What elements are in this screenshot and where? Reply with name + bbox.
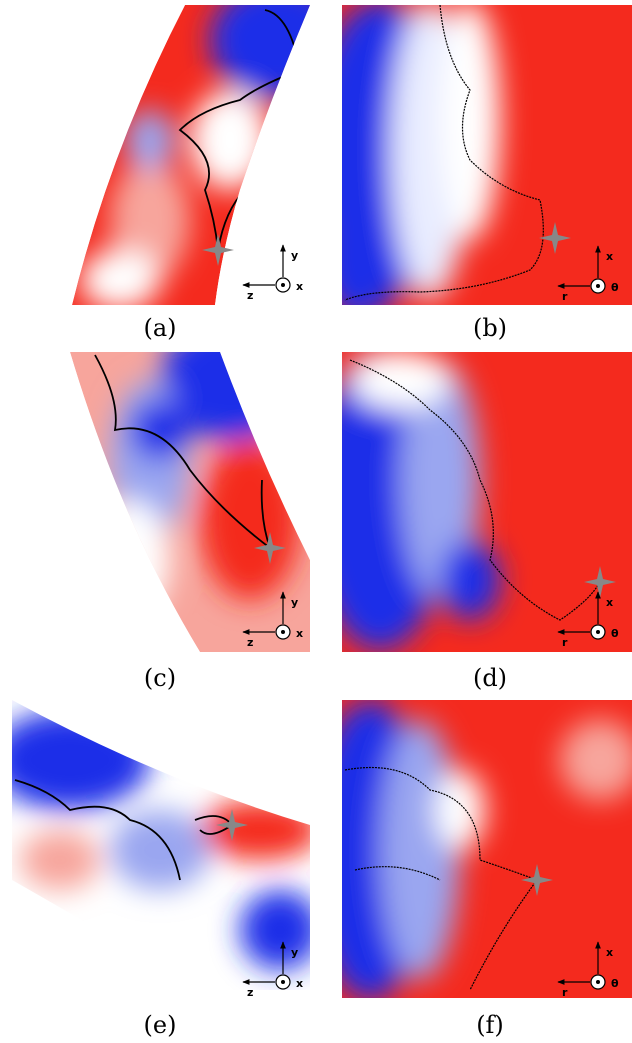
blob [440,540,500,620]
contour [94,354,272,551]
axis-out-dot [281,980,285,984]
field-image [12,700,310,990]
axis-label: y [291,596,298,609]
axis-out-dot [596,980,600,984]
blobs [342,5,500,305]
blob [342,200,400,305]
axis-out-dot [596,630,600,634]
contour [344,766,538,991]
blob [350,352,450,410]
field-image [72,5,310,305]
field-image [70,352,310,652]
field-image [342,700,632,998]
blob [20,830,100,890]
axis-label: z [247,986,253,999]
axis-out-dot [281,283,285,287]
axis-label: θ [611,977,619,990]
axis-label: r [562,986,568,999]
axis-label: y [291,249,298,262]
blob [110,160,190,280]
star [202,234,234,266]
star [521,864,553,896]
field-image [342,5,632,305]
blob [435,770,485,850]
field-image [342,352,632,652]
panel-label: (c) [144,664,176,692]
axis-label: x [296,627,303,640]
blob [125,110,175,170]
blob [80,250,160,305]
axis-label: y [291,946,298,959]
blob [560,720,632,800]
axis-out-dot [281,630,285,634]
axis-label: r [562,290,568,303]
panel: x r θ (b) [342,5,632,342]
star [539,222,571,254]
panel-label: (b) [473,314,507,342]
axis-out-dot [596,284,600,288]
blob [200,800,310,860]
blob [380,720,460,980]
blobs [80,5,310,305]
axis-label: x [606,946,613,959]
panel: y z x (a) [72,5,310,342]
panel: x r θ (f) [342,700,632,1039]
axis-label: x [296,977,303,990]
axis-label: r [562,636,568,649]
axis-label: z [247,636,253,649]
blobs [342,700,632,998]
star [584,566,616,598]
blob [210,5,310,100]
axis-label: x [606,596,613,609]
star [254,532,286,564]
axis-label: θ [611,627,619,640]
blobs [342,352,500,650]
axis-label: θ [611,281,619,294]
panel: y z x (e) [12,700,310,1039]
blob [200,440,300,600]
blob [400,360,480,600]
axis-label: x [296,280,303,293]
axis-label: z [247,289,253,302]
panel-label: (d) [473,664,507,692]
contour [349,359,601,621]
panel: x r θ (d) [342,352,632,692]
blob [440,5,500,240]
axis-label: x [606,250,613,263]
blob [110,810,210,890]
panel-label: (f) [476,1011,504,1039]
panel: y z x (c) [70,352,310,692]
contour [344,5,544,301]
panel-label: (e) [144,1011,177,1039]
star [216,809,248,841]
panel-label: (a) [143,314,176,342]
blob [130,400,190,460]
blob [190,90,270,190]
blob [240,890,310,970]
blob [90,500,170,620]
